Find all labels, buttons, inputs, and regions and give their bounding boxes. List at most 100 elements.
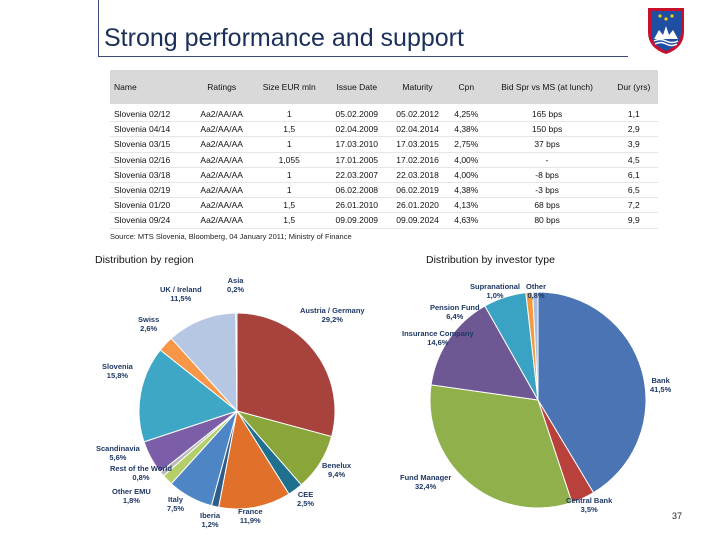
col-header-bid-spread: Bid Spr vs MS (at lunch) — [484, 70, 610, 107]
table-cell: 22.03.2018 — [387, 167, 448, 183]
pie-label-name: CEE — [297, 490, 314, 499]
pie-label-name: Other — [526, 282, 547, 291]
table-cell: 17.03.2015 — [387, 136, 448, 153]
col-header-ratings: Ratings — [191, 70, 253, 107]
table-source-note: Source: MTS Slovenia, Bloomberg, 04 Janu… — [110, 232, 352, 241]
investor-chart-title: Distribution by investor type — [426, 254, 555, 266]
col-header-cpn: Cpn — [447, 70, 485, 107]
pie-label-name: Italy — [168, 495, 184, 504]
pie-label-bank: Bank 41,5% — [650, 376, 671, 394]
pie-label-pension-fund: Pension Fund 6,4% — [430, 303, 480, 321]
pie-label-value: 0,8% — [527, 291, 545, 300]
pie-label-name: Slovenia — [102, 362, 133, 371]
pie-label-iberia: Iberia 1,2% — [200, 511, 220, 529]
table-cell: 4,00% — [447, 167, 485, 183]
table-cell: -3 bps — [484, 182, 610, 199]
pie-slice-insurance-company — [430, 305, 539, 401]
table-cell: 1 — [252, 105, 327, 123]
table-cell: 2,9 — [609, 121, 658, 138]
pie-label-value: 3,5% — [580, 505, 598, 514]
pie-label-name: Iberia — [200, 511, 221, 520]
pie-label-slovenia: Slovenia 15,8% — [102, 362, 133, 380]
pie-slice-france — [218, 409, 290, 510]
pie-label-central-bank: Central Bank 3,5% — [566, 496, 612, 514]
investor-pie — [429, 291, 647, 509]
pie-label-name: Scandinavia — [96, 444, 140, 453]
pie-label-cee: CEE 2,5% — [297, 490, 314, 508]
table-cell: 06.02.2008 — [326, 182, 388, 199]
pie-label-name: Bank — [651, 376, 670, 385]
pie-label-name: Supranational — [470, 282, 521, 291]
pie-label-name: Central Bank — [566, 496, 613, 505]
table-cell: Slovenia 03/18 — [110, 167, 192, 183]
pie-label-name: Asia — [227, 276, 244, 285]
pie-label-value: 0,8% — [132, 473, 150, 482]
pie-label-name: UK / Ireland — [160, 285, 202, 294]
table-row: Slovenia 04/14 Aa2/AA/AA 1,5 02.04.2009 02.0… — [110, 121, 658, 138]
page-number: 37 — [672, 511, 683, 521]
pie-label-value: 41,5% — [650, 385, 672, 394]
pie-label-value: 15,8% — [106, 371, 129, 380]
table-cell: 68 bps — [484, 197, 610, 214]
pie-label-name: Rest of the World — [110, 464, 172, 473]
table-cell: 02.04.2014 — [387, 121, 448, 138]
pie-label-asia: Asia 0,2% — [227, 276, 244, 294]
pie-label-name: Austria / Germany — [300, 306, 365, 315]
table-cell: 7,2 — [609, 197, 658, 214]
title-accent-line — [98, 0, 99, 56]
table-cell: 05.02.2012 — [387, 105, 448, 123]
table-cell: 1,1 — [609, 105, 658, 123]
table-cell: 2,75% — [447, 136, 485, 153]
table-cell: 4,00% — [447, 152, 485, 168]
pie-label-value: 29,2% — [321, 315, 343, 324]
table-cell: 80 bps — [484, 212, 610, 229]
pie-label-value: 2,6% — [140, 324, 158, 333]
table-cell: Aa2/AA/AA — [191, 212, 253, 229]
region-chart-title: Distribution by region — [95, 254, 194, 266]
table-cell: 02.04.2009 — [326, 121, 388, 138]
pie-slice-uk-ireland — [170, 312, 238, 413]
pie-slice-slovenia — [138, 349, 239, 443]
col-header-maturity: Maturity — [387, 70, 448, 107]
pie-label-france: France 11,9% — [238, 507, 263, 525]
table-cell: 26.01.2020 — [387, 197, 448, 214]
table-cell: Slovenia 02/12 — [110, 105, 192, 123]
table-cell: Slovenia 03/15 — [110, 136, 192, 153]
table-cell: 26.01.2010 — [326, 197, 388, 214]
table-cell: 4,38% — [447, 121, 485, 138]
pie-label-austria-germany: Austria / Germany 29,2% — [300, 306, 365, 324]
table-cell: Slovenia 04/14 — [110, 121, 192, 138]
pie-label-value: 7,5% — [167, 504, 185, 513]
table-cell: 1,055 — [252, 152, 327, 168]
pie-label-other: Other 0,8% — [526, 282, 546, 300]
table-cell: 4,13% — [447, 197, 485, 214]
table-cell: 1,5 — [252, 197, 327, 214]
slide-title: Strong performance and support — [104, 24, 464, 52]
table-cell: Aa2/AA/AA — [191, 121, 253, 138]
table-cell: 4,63% — [447, 212, 485, 229]
table-cell: 6,5 — [609, 182, 658, 199]
table-cell: 4,38% — [447, 182, 485, 199]
pie-label-value: 1,2% — [201, 520, 219, 529]
pie-label-value: 14,6% — [427, 338, 449, 347]
col-header-size: Size EUR mln — [252, 70, 327, 107]
pie-label-fund-manager: Fund Manager 32,4% — [400, 473, 451, 491]
pie-label-value: 5,6% — [109, 453, 127, 462]
table-cell: 17.02.2016 — [387, 152, 448, 168]
pie-label-value: 32,4% — [414, 482, 437, 491]
bond-table: Name Ratings Size EUR mln Issue Date Mat… — [110, 70, 658, 229]
pie-label-value: 1,8% — [122, 496, 140, 505]
table-row: Slovenia 01/20 Aa2/AA/AA 1,5 26.01.2010 26.0… — [110, 197, 658, 214]
table-cell: - — [484, 152, 610, 168]
title-underline — [98, 56, 628, 57]
table-cell: Slovenia 01/20 — [110, 197, 192, 214]
table-cell: 9,9 — [609, 212, 658, 229]
pie-slice-asia — [235, 312, 238, 412]
table-cell: 37 bps — [484, 136, 610, 153]
table-cell: 4,5 — [609, 152, 658, 168]
pie-label-name: Pension Fund — [430, 303, 480, 312]
table-cell: Slovenia 02/19 — [110, 182, 192, 199]
table-cell: 09.09.2024 — [387, 212, 448, 229]
table-row: Slovenia 02/12 Aa2/AA/AA 1 05.02.2009 05.02.… — [110, 105, 658, 123]
